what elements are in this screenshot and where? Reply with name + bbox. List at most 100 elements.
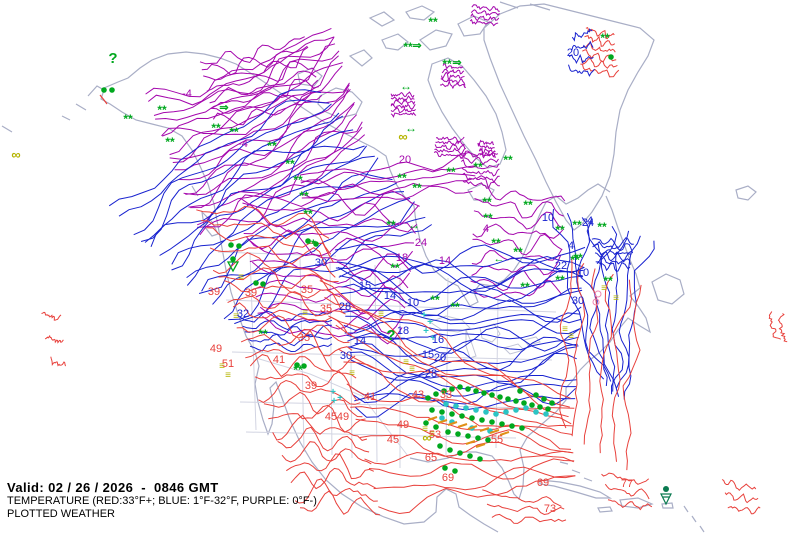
triangle-symbol xyxy=(226,261,240,273)
contour-label: 4 xyxy=(587,215,593,227)
island-baffin xyxy=(427,57,507,169)
contour-line-b xyxy=(571,28,593,42)
contour-label: 35 xyxy=(301,284,313,296)
station-asterisks: ** xyxy=(473,160,483,174)
station-asterisks: ** xyxy=(555,273,565,287)
contour-label: 30 xyxy=(315,257,327,269)
contour-line-r xyxy=(254,370,358,402)
contour-line-p xyxy=(434,147,467,155)
weather-stroke-orange xyxy=(465,440,476,445)
wind-arrow-icon: ↔ xyxy=(400,79,412,93)
contour-line-b xyxy=(335,255,585,274)
station-plus-cyan: + xyxy=(427,317,433,328)
isotherm-contours-layer xyxy=(41,4,788,524)
lake-ontario xyxy=(523,336,541,346)
contour-line-r xyxy=(236,315,350,344)
station-plus-cyan: + xyxy=(421,310,427,321)
island-newfoundland xyxy=(651,273,685,305)
contour-line-r xyxy=(44,334,64,344)
station-dot xyxy=(489,392,495,398)
station-asterisks: ** xyxy=(165,135,175,149)
contour-line-r xyxy=(373,466,576,491)
contour-line-r xyxy=(50,356,66,367)
station-dot xyxy=(533,392,539,398)
contour-label: 45 xyxy=(325,411,337,423)
contour-line-b xyxy=(593,243,633,256)
contour-line-r xyxy=(607,499,653,511)
product-name-text: PLOTTED WEATHER xyxy=(7,508,115,520)
contour-line-b xyxy=(201,191,405,292)
station-dot xyxy=(449,411,455,417)
contour-label: 33 xyxy=(440,389,452,401)
station-asterisks: ** xyxy=(603,274,613,288)
station-dot xyxy=(429,407,435,413)
contour-line-p xyxy=(462,172,500,184)
contour-label: 49 xyxy=(337,411,349,423)
contour-line-b xyxy=(592,240,634,254)
contour-line-b xyxy=(118,99,330,217)
contour-label: 41 xyxy=(273,354,285,366)
contour-line-p xyxy=(212,95,323,126)
contour-line-p xyxy=(434,142,466,151)
contour-line-p xyxy=(197,114,357,226)
station-plus-cyan: + xyxy=(423,326,429,337)
station-dot xyxy=(449,386,455,392)
weather-stroke-orange xyxy=(437,419,448,424)
weather-stroke-orange xyxy=(457,423,468,428)
contour-line-b xyxy=(345,312,580,340)
station-dot xyxy=(529,402,535,408)
contour-line-r xyxy=(346,383,573,435)
contour-line-p xyxy=(471,4,500,12)
contour-label: -4 xyxy=(182,88,192,100)
contour-line-p xyxy=(259,306,405,335)
contour-label: 49 xyxy=(397,419,409,431)
weather-stroke-orange xyxy=(475,443,486,448)
contour-line-p xyxy=(390,112,417,118)
contour-line-r xyxy=(580,63,620,78)
contour-line-b xyxy=(350,352,577,385)
contour-label: 10 xyxy=(577,267,589,279)
contour-line-p xyxy=(239,197,420,226)
contour-line-b xyxy=(568,64,595,77)
contour-label: 28 xyxy=(425,368,437,380)
contour-label: 24 xyxy=(415,237,427,249)
station-asterisks: ** xyxy=(386,218,396,232)
station-asterisks: ** xyxy=(572,218,582,232)
contour-line-p xyxy=(147,36,335,106)
island-arctic-5 xyxy=(405,5,436,21)
fog-symbol: ≡ xyxy=(403,357,409,368)
contour-line-b xyxy=(595,256,631,265)
contour-line-b xyxy=(223,201,415,320)
contour-line-r xyxy=(232,302,348,333)
station-dot xyxy=(109,87,115,93)
contour-label: 69 xyxy=(537,477,549,489)
station-dot-cyan xyxy=(513,407,519,413)
contour-label: 15 xyxy=(359,280,371,292)
contour-label: 45 xyxy=(387,434,399,446)
misc-layer xyxy=(99,94,108,105)
contour-line-r xyxy=(359,434,574,457)
contour-line-p xyxy=(460,156,499,166)
contour-label: 30 xyxy=(572,295,584,307)
contour-label: 10 xyxy=(542,212,554,224)
station-plus-cyan: + xyxy=(430,333,436,344)
station-asterisks: ** xyxy=(430,293,440,307)
station-dot-cyan xyxy=(543,411,549,417)
contour-label: 20 xyxy=(567,47,579,59)
contour-line-b xyxy=(242,319,333,331)
contour-line-r xyxy=(580,58,618,69)
station-dot xyxy=(433,424,439,430)
contour-line-r xyxy=(328,315,569,418)
map-footer: Valid: 02 / 26 / 2026 - 0846 GMT TEMPERA… xyxy=(7,481,317,521)
wind-arrow-icon: ↔ xyxy=(405,121,417,135)
contour-line-p xyxy=(249,253,412,281)
station-dot-cyan xyxy=(473,407,479,413)
contour-line-p xyxy=(390,106,416,114)
station-asterisks: ** xyxy=(299,189,309,203)
contour-line-r xyxy=(294,478,378,504)
contour-line-r xyxy=(299,490,380,516)
contour-line-p xyxy=(441,71,465,81)
contour-line-b xyxy=(198,182,398,294)
temperature-legend-text: TEMPERATURE (RED:33°F+; BLUE: 1°F-32°F, … xyxy=(7,495,317,507)
contour-line-p xyxy=(472,223,564,239)
